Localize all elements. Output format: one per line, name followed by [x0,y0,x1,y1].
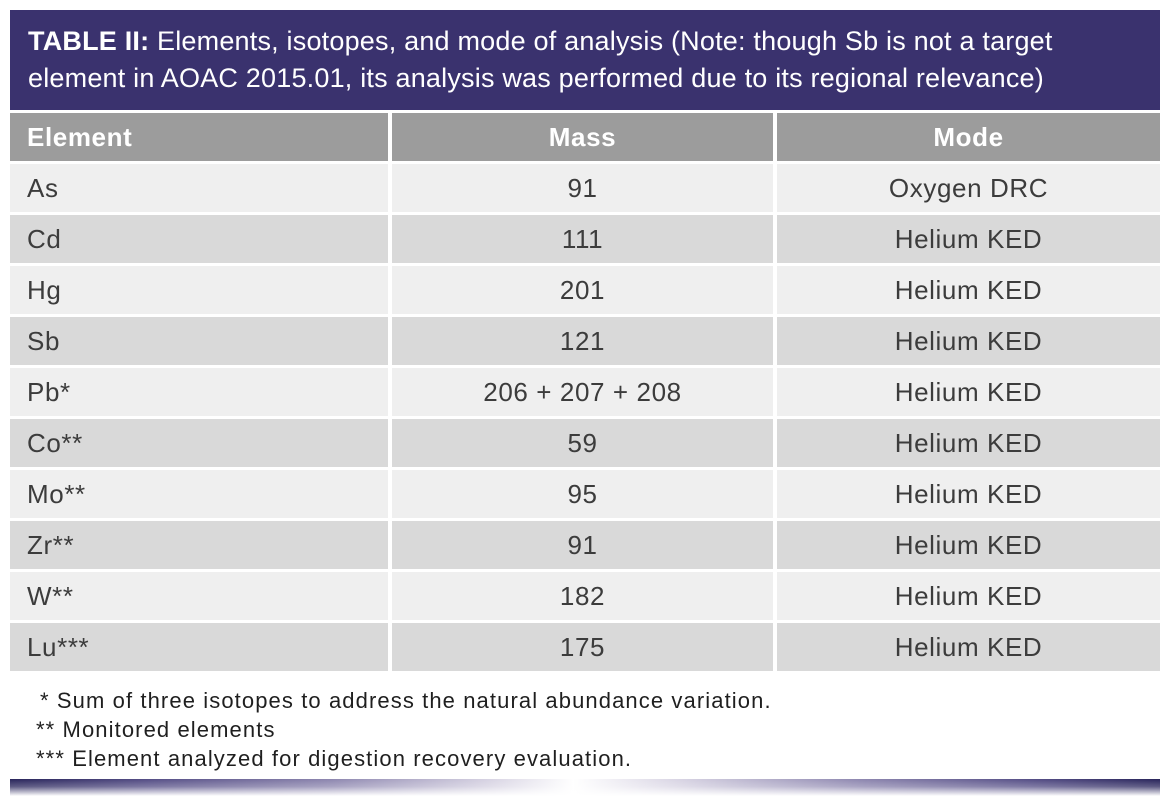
table-title-label: TABLE II: [28,26,150,56]
table-row: W** 182 Helium KED [10,570,1160,623]
footnote-digestion: *** Element analyzed for digestion recov… [36,746,633,771]
cell-mass: 175 [388,621,775,674]
cell-element: Co** [10,417,390,470]
cell-element: Cd [10,213,390,266]
elements-table: Element Mass Mode As 91 Oxygen DRC Cd 11… [10,113,1160,674]
cell-mass: 121 [388,315,775,368]
cell-element: Lu*** [10,621,390,674]
table-figure: TABLE II: Elements, isotopes, and mode o… [10,10,1160,796]
cell-element: Mo** [10,468,390,521]
cell-mode: Helium KED [773,519,1160,572]
table-row: Cd 111 Helium KED [10,213,1160,266]
cell-element: Zr** [10,519,390,572]
cell-element: As [10,162,390,215]
cell-element: Pb* [10,366,390,419]
column-header-element: Element [10,113,390,164]
column-header-mode: Mode [773,113,1160,164]
table-row: Pb* 206 + 207 + 208 Helium KED [10,366,1160,419]
cell-mode: Helium KED [773,264,1160,317]
cell-mode: Helium KED [773,621,1160,674]
table-title-text: Elements, isotopes, and mode of analysis… [28,26,1053,93]
cell-mode: Helium KED [773,570,1160,623]
footnote-isotope-sum: * Sum of three isotopes to address the n… [40,688,772,713]
column-header-mass: Mass [388,113,775,164]
cell-mass: 95 [388,468,775,521]
cell-mode: Helium KED [773,213,1160,266]
table-row: Lu*** 175 Helium KED [10,621,1160,674]
cell-mass: 206 + 207 + 208 [388,366,775,419]
table-row: Sb 121 Helium KED [10,315,1160,368]
cell-mass: 182 [388,570,775,623]
cell-mass: 91 [388,519,775,572]
table-row: Co** 59 Helium KED [10,417,1160,470]
cell-mode: Helium KED [773,315,1160,368]
table-title: TABLE II: Elements, isotopes, and mode o… [10,10,1160,110]
footnote-monitored: ** Monitored elements [36,717,276,742]
table-row: Zr** 91 Helium KED [10,519,1160,572]
table-footnotes: * Sum of three isotopes to address the n… [10,686,1160,773]
table-row: As 91 Oxygen DRC [10,162,1160,215]
cell-mass: 59 [388,417,775,470]
cell-mode: Oxygen DRC [773,162,1160,215]
table-header-row: Element Mass Mode [10,113,1160,164]
cell-mode: Helium KED [773,468,1160,521]
table-row: Mo** 95 Helium KED [10,468,1160,521]
table-row: Hg 201 Helium KED [10,264,1160,317]
cell-mass: 111 [388,213,775,266]
cell-mode: Helium KED [773,366,1160,419]
cell-element: W** [10,570,390,623]
cell-mass: 91 [388,162,775,215]
cell-element: Sb [10,315,390,368]
decorative-gradient-bar [10,779,1160,796]
cell-mode: Helium KED [773,417,1160,470]
cell-element: Hg [10,264,390,317]
cell-mass: 201 [388,264,775,317]
